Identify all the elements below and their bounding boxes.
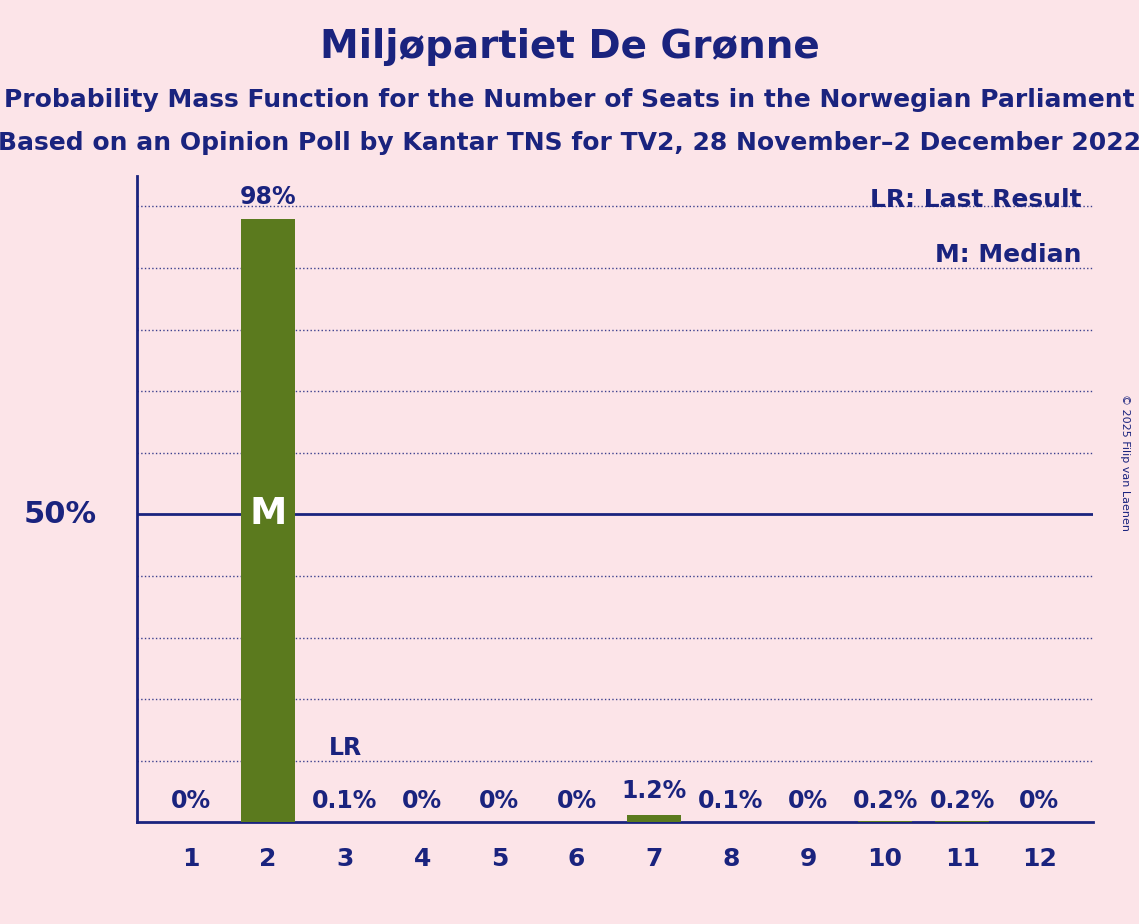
- Text: 50%: 50%: [24, 500, 97, 529]
- Text: 0%: 0%: [557, 789, 597, 813]
- Text: M: M: [249, 496, 287, 532]
- Text: LR: LR: [328, 736, 361, 760]
- Bar: [626, 815, 681, 822]
- Text: Based on an Opinion Poll by Kantar TNS for TV2, 28 November–2 December 2022: Based on an Opinion Poll by Kantar TNS f…: [0, 131, 1139, 155]
- Bar: [240, 219, 295, 822]
- Text: © 2025 Filip van Laenen: © 2025 Filip van Laenen: [1121, 394, 1130, 530]
- Text: Miljøpartiet De Grønne: Miljøpartiet De Grønne: [320, 28, 819, 66]
- Text: M: Median: M: Median: [935, 243, 1082, 267]
- Text: Probability Mass Function for the Number of Seats in the Norwegian Parliament: Probability Mass Function for the Number…: [5, 88, 1134, 112]
- Text: 0.2%: 0.2%: [852, 789, 918, 813]
- Bar: [858, 821, 912, 822]
- Text: 98%: 98%: [239, 186, 296, 210]
- Text: 0%: 0%: [788, 789, 828, 813]
- Text: 0%: 0%: [402, 789, 442, 813]
- Text: 1.2%: 1.2%: [621, 779, 687, 803]
- Text: LR: Last Result: LR: Last Result: [870, 188, 1082, 212]
- Bar: [935, 821, 990, 822]
- Text: 0.1%: 0.1%: [312, 789, 378, 813]
- Text: 0.2%: 0.2%: [929, 789, 995, 813]
- Text: 0%: 0%: [171, 789, 211, 813]
- Text: 0%: 0%: [480, 789, 519, 813]
- Text: 0.1%: 0.1%: [698, 789, 763, 813]
- Text: 0%: 0%: [1019, 789, 1059, 813]
